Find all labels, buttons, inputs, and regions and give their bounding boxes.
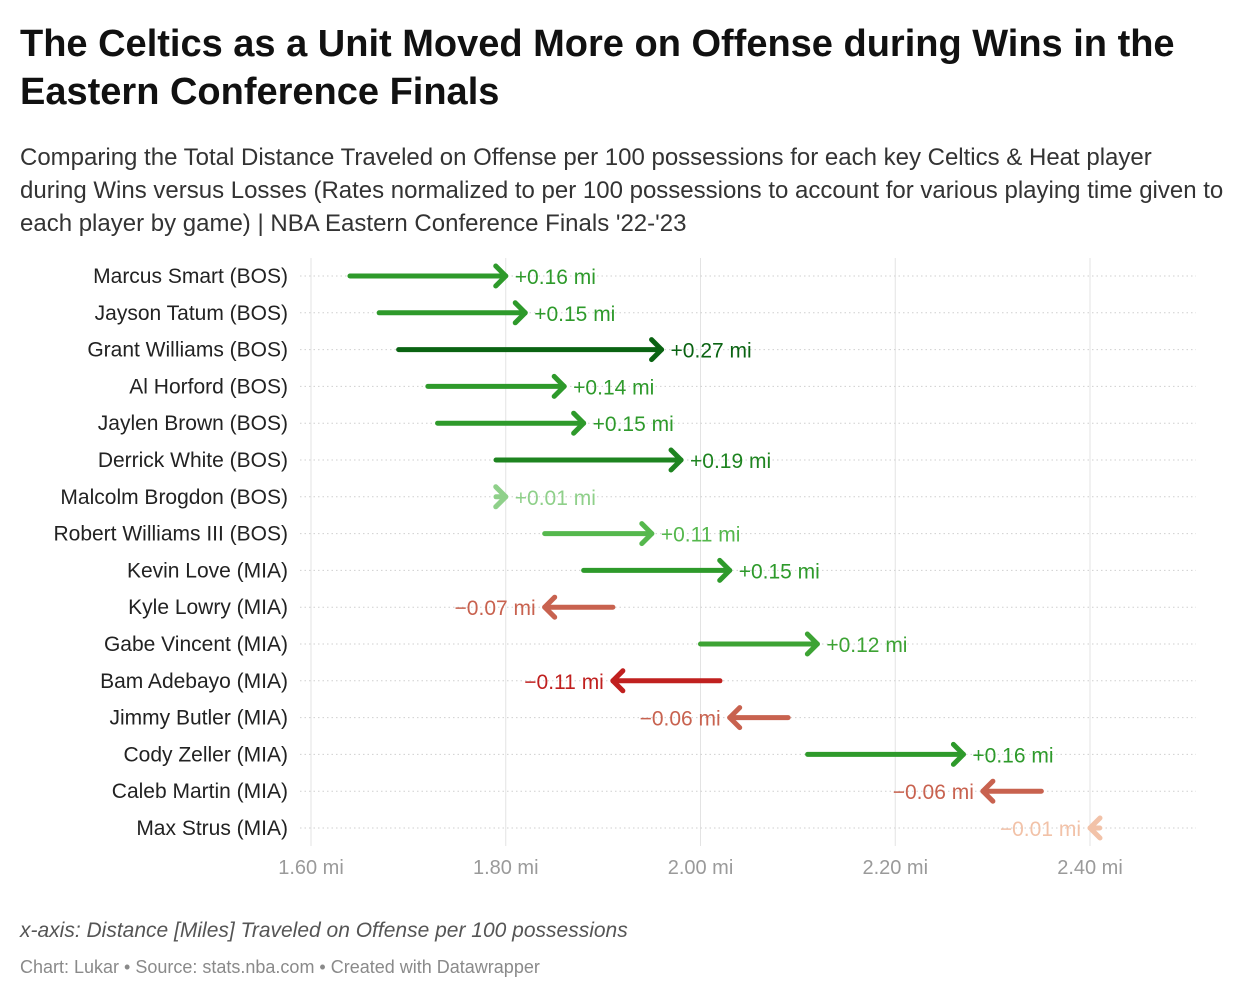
- chart-subtitle: Comparing the Total Distance Traveled on…: [20, 144, 1224, 237]
- player-label: Derrick White (BOS): [98, 449, 288, 472]
- arrow-head: [571, 410, 587, 436]
- change-label: +0.15 mi: [534, 303, 615, 326]
- player-label: Jimmy Butler (MIA): [110, 707, 289, 730]
- change-label: −0.06 mi: [640, 708, 721, 731]
- player-label: Caleb Martin (MIA): [112, 780, 288, 803]
- change-label: +0.16 mi: [972, 744, 1053, 767]
- player-label: Robert Williams III (BOS): [53, 523, 288, 546]
- change-label: +0.12 mi: [826, 634, 907, 657]
- arrow-chart: 1.60 mi 1.80 mi 2.00 mi 2.20 mi 2.40 mi Marcu…: [53, 258, 1196, 879]
- arrow-head: [639, 521, 655, 547]
- change-label: −0.07 mi: [455, 597, 536, 620]
- player-label: Kyle Lowry (MIA): [128, 596, 288, 619]
- player-label: Gabe Vincent (MIA): [104, 633, 288, 656]
- arrow-head: [610, 668, 626, 694]
- player-label: Malcolm Brogdon (BOS): [60, 486, 288, 509]
- x-tick-label: 1.60 mi: [278, 857, 344, 879]
- player-label: Cody Zeller (MIA): [123, 743, 288, 766]
- player-label: Max Strus (MIA): [136, 817, 288, 840]
- change-label: −0.11 mi: [524, 671, 604, 694]
- arrow-head: [668, 447, 684, 473]
- arrow-head: [727, 705, 743, 731]
- arrow-head: [717, 557, 733, 583]
- change-label: +0.27 mi: [671, 340, 752, 363]
- arrow-head: [542, 594, 558, 620]
- arrow-head: [512, 300, 528, 326]
- player-label: Kevin Love (MIA): [127, 559, 288, 582]
- arrow-head: [551, 373, 567, 399]
- change-label: +0.01 mi: [515, 487, 596, 510]
- arrow-head: [493, 263, 509, 289]
- x-tick-label: 2.20 mi: [862, 857, 928, 879]
- chart-title: The Celtics as a Unit Moved More on Offe…: [20, 23, 1175, 113]
- player-label: Grant Williams (BOS): [87, 339, 288, 362]
- player-label: Marcus Smart (BOS): [93, 265, 288, 288]
- player-label: Jayson Tatum (BOS): [95, 302, 288, 325]
- x-axis-note: x-axis: Distance [Miles] Traveled on Off…: [20, 919, 628, 942]
- chart-credit: Chart: Lukar • Source: stats.nba.com • C…: [20, 957, 540, 977]
- arrow-head: [950, 741, 966, 767]
- player-label: Bam Adebayo (MIA): [100, 670, 288, 693]
- arrow-head: [493, 484, 509, 510]
- change-label: +0.16 mi: [515, 266, 596, 289]
- change-label: +0.11 mi: [661, 524, 741, 547]
- x-tick-label: 2.40 mi: [1057, 857, 1123, 879]
- change-label: +0.14 mi: [573, 376, 654, 399]
- player-label: Al Horford (BOS): [129, 375, 288, 398]
- player-label: Jaylen Brown (BOS): [98, 412, 288, 435]
- arrow-head: [649, 337, 665, 363]
- x-tick-label: 2.00 mi: [668, 857, 734, 879]
- change-label: −0.01 mi: [1000, 818, 1081, 841]
- arrow-head: [804, 631, 820, 657]
- change-label: +0.19 mi: [690, 450, 771, 473]
- change-label: +0.15 mi: [739, 560, 820, 583]
- change-label: +0.15 mi: [593, 413, 674, 436]
- arrow-head: [980, 778, 996, 804]
- arrow-head: [1087, 815, 1103, 841]
- x-tick-label: 1.80 mi: [473, 857, 539, 879]
- change-label: −0.06 mi: [893, 781, 974, 804]
